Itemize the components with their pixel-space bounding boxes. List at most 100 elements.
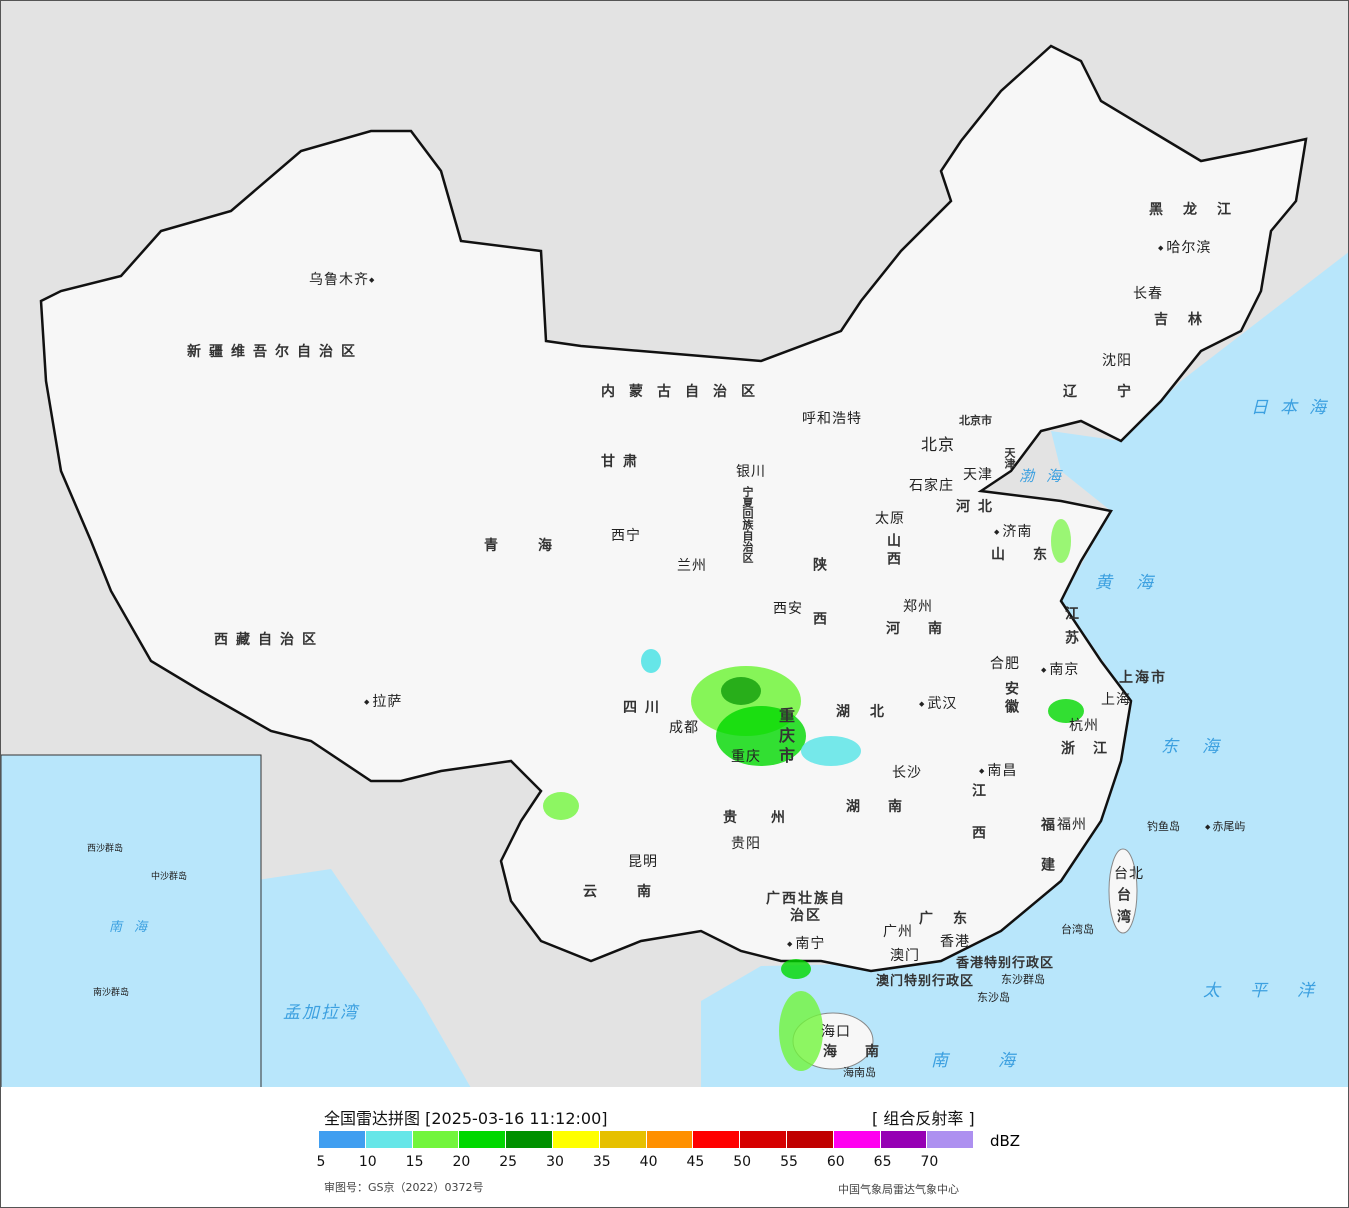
legend-swatch: [459, 1131, 507, 1148]
province-label: 香港特别行政区: [956, 956, 1055, 971]
province-label: 贵州: [723, 810, 819, 826]
inset-south-china-sea: [1, 754, 262, 1087]
sea-label: 东海: [1161, 737, 1243, 757]
city-label: 上海: [1101, 692, 1131, 708]
island-label: 赤尾屿: [1205, 818, 1245, 834]
sea-label: 孟加拉湾: [283, 1003, 359, 1023]
city-label: 杭州: [1069, 718, 1099, 734]
province-label: 新疆维吾尔自治区: [187, 344, 363, 360]
city-label: 长春: [1133, 286, 1163, 302]
province-label: 湖南: [846, 799, 930, 815]
legend-swatch: [880, 1131, 928, 1148]
city-label: 广州: [883, 924, 913, 940]
sea-label: 渤海: [1019, 467, 1074, 485]
city-label: 石家庄: [909, 478, 954, 494]
province-label: 河北: [956, 499, 1000, 515]
city-label: 澳门: [890, 948, 920, 964]
legend-tick: 45: [686, 1154, 705, 1170]
province-label: 上海市: [1119, 670, 1167, 686]
legend-swatch: [412, 1131, 460, 1148]
province-label: 河南: [886, 621, 970, 637]
legend-tick: 70: [920, 1154, 939, 1170]
island-label: 台湾岛: [1061, 923, 1094, 936]
province-label: 西藏自治区: [214, 632, 324, 648]
legend-color-bar: [319, 1131, 975, 1148]
province-label: 广东: [919, 911, 987, 927]
legend-tick: 35: [592, 1154, 611, 1170]
province-label: 浙江: [1061, 741, 1125, 757]
legend-tick: 65: [873, 1154, 892, 1170]
city-label: 贵阳: [731, 836, 761, 852]
city-label: 银川: [736, 464, 766, 480]
province-label: 山西: [885, 533, 901, 569]
legend-tick: 30: [546, 1154, 564, 1170]
legend-tick: 55: [780, 1154, 798, 1170]
inset-island-label: 西沙群岛: [87, 844, 124, 854]
province-label: 广西壮族自治区: [766, 891, 846, 924]
province-label: 安徽: [1003, 681, 1019, 717]
city-label: 香港: [940, 934, 970, 950]
legend-swatch: [552, 1131, 600, 1148]
island-label: 东沙岛: [977, 991, 1010, 1004]
island-label: 海南岛: [843, 1066, 876, 1079]
legend-swatch: [506, 1131, 553, 1148]
city-label: 南昌: [979, 760, 1017, 780]
legend-tick: 15: [405, 1154, 424, 1170]
legend-swatch: [319, 1131, 366, 1148]
legend-swatch: [740, 1131, 787, 1148]
province-label: 云南: [583, 884, 691, 900]
city-label: 乌鲁木齐: [309, 269, 377, 289]
legend-swatch: [927, 1131, 975, 1148]
sea-east: [701, 252, 1348, 1087]
province-label: 吉林: [1154, 312, 1222, 328]
legend-swatch: [365, 1131, 413, 1148]
province-label: 福建: [1039, 817, 1055, 897]
province-label: 天津: [1003, 447, 1016, 469]
legend-tick: 60: [826, 1154, 845, 1170]
legend: 全国雷达拼图 [2025-03-16 11:12:00] [ 组合反射率 ] d…: [0, 1088, 1349, 1208]
legend-tick: 40: [639, 1154, 658, 1170]
city-label: 昆明: [628, 854, 658, 870]
city-label: 天津: [963, 467, 993, 483]
city-label: 兰州: [677, 558, 707, 574]
city-label: 沈阳: [1102, 353, 1132, 369]
source-credit: 中国气象局雷达气象中心: [838, 1183, 959, 1196]
province-label: 陕西: [811, 557, 827, 665]
legend-swatch: [599, 1131, 647, 1148]
island-label: 钓鱼岛: [1147, 820, 1180, 833]
legend-swatch: [646, 1131, 694, 1148]
legend-swatch: [833, 1131, 881, 1148]
map-approval-number: 审图号：GS京（2022）0372号: [324, 1181, 484, 1194]
sea-label: 黄海: [1095, 573, 1177, 593]
legend-product: [ 组合反射率 ]: [872, 1109, 975, 1128]
legend-tick: 25: [499, 1154, 518, 1170]
legend-swatch: [786, 1131, 834, 1148]
city-label: 南京: [1041, 659, 1079, 679]
legend-tick: 10: [358, 1154, 377, 1170]
legend-title: 全国雷达拼图 [2025-03-16 11:12:00]: [324, 1109, 608, 1128]
city-label: 福州: [1057, 817, 1087, 833]
radar-echoes: [543, 519, 1084, 1071]
island-label: 东沙群岛: [1001, 973, 1045, 986]
city-label: 呼和浩特: [802, 411, 862, 427]
province-label: 四川: [623, 700, 667, 716]
sea-label: 日本海: [1251, 398, 1338, 418]
province-label: 澳门特别行政区: [876, 974, 975, 989]
city-label: 济南: [994, 521, 1032, 541]
city-label: 郑州: [903, 599, 933, 615]
province-label: 山东: [991, 547, 1075, 563]
legend-swatch: [693, 1131, 741, 1148]
sea-bengal: [231, 869, 471, 1087]
province-label: 江西: [970, 783, 986, 867]
province-label: 内蒙古自治区: [601, 384, 769, 400]
province-label: 重庆市: [776, 707, 795, 767]
inset-island-label: 南沙群岛: [93, 988, 130, 998]
legend-tick: 5: [316, 1154, 326, 1170]
province-label: 辽宁: [1063, 384, 1171, 400]
city-label: 北京: [921, 435, 956, 454]
province-label: 甘肃: [601, 454, 645, 470]
sea-label: 南海: [931, 1051, 1065, 1071]
taiwan-island: [1108, 848, 1138, 934]
city-label: 南宁: [787, 933, 825, 953]
province-label: 青海: [484, 538, 592, 554]
